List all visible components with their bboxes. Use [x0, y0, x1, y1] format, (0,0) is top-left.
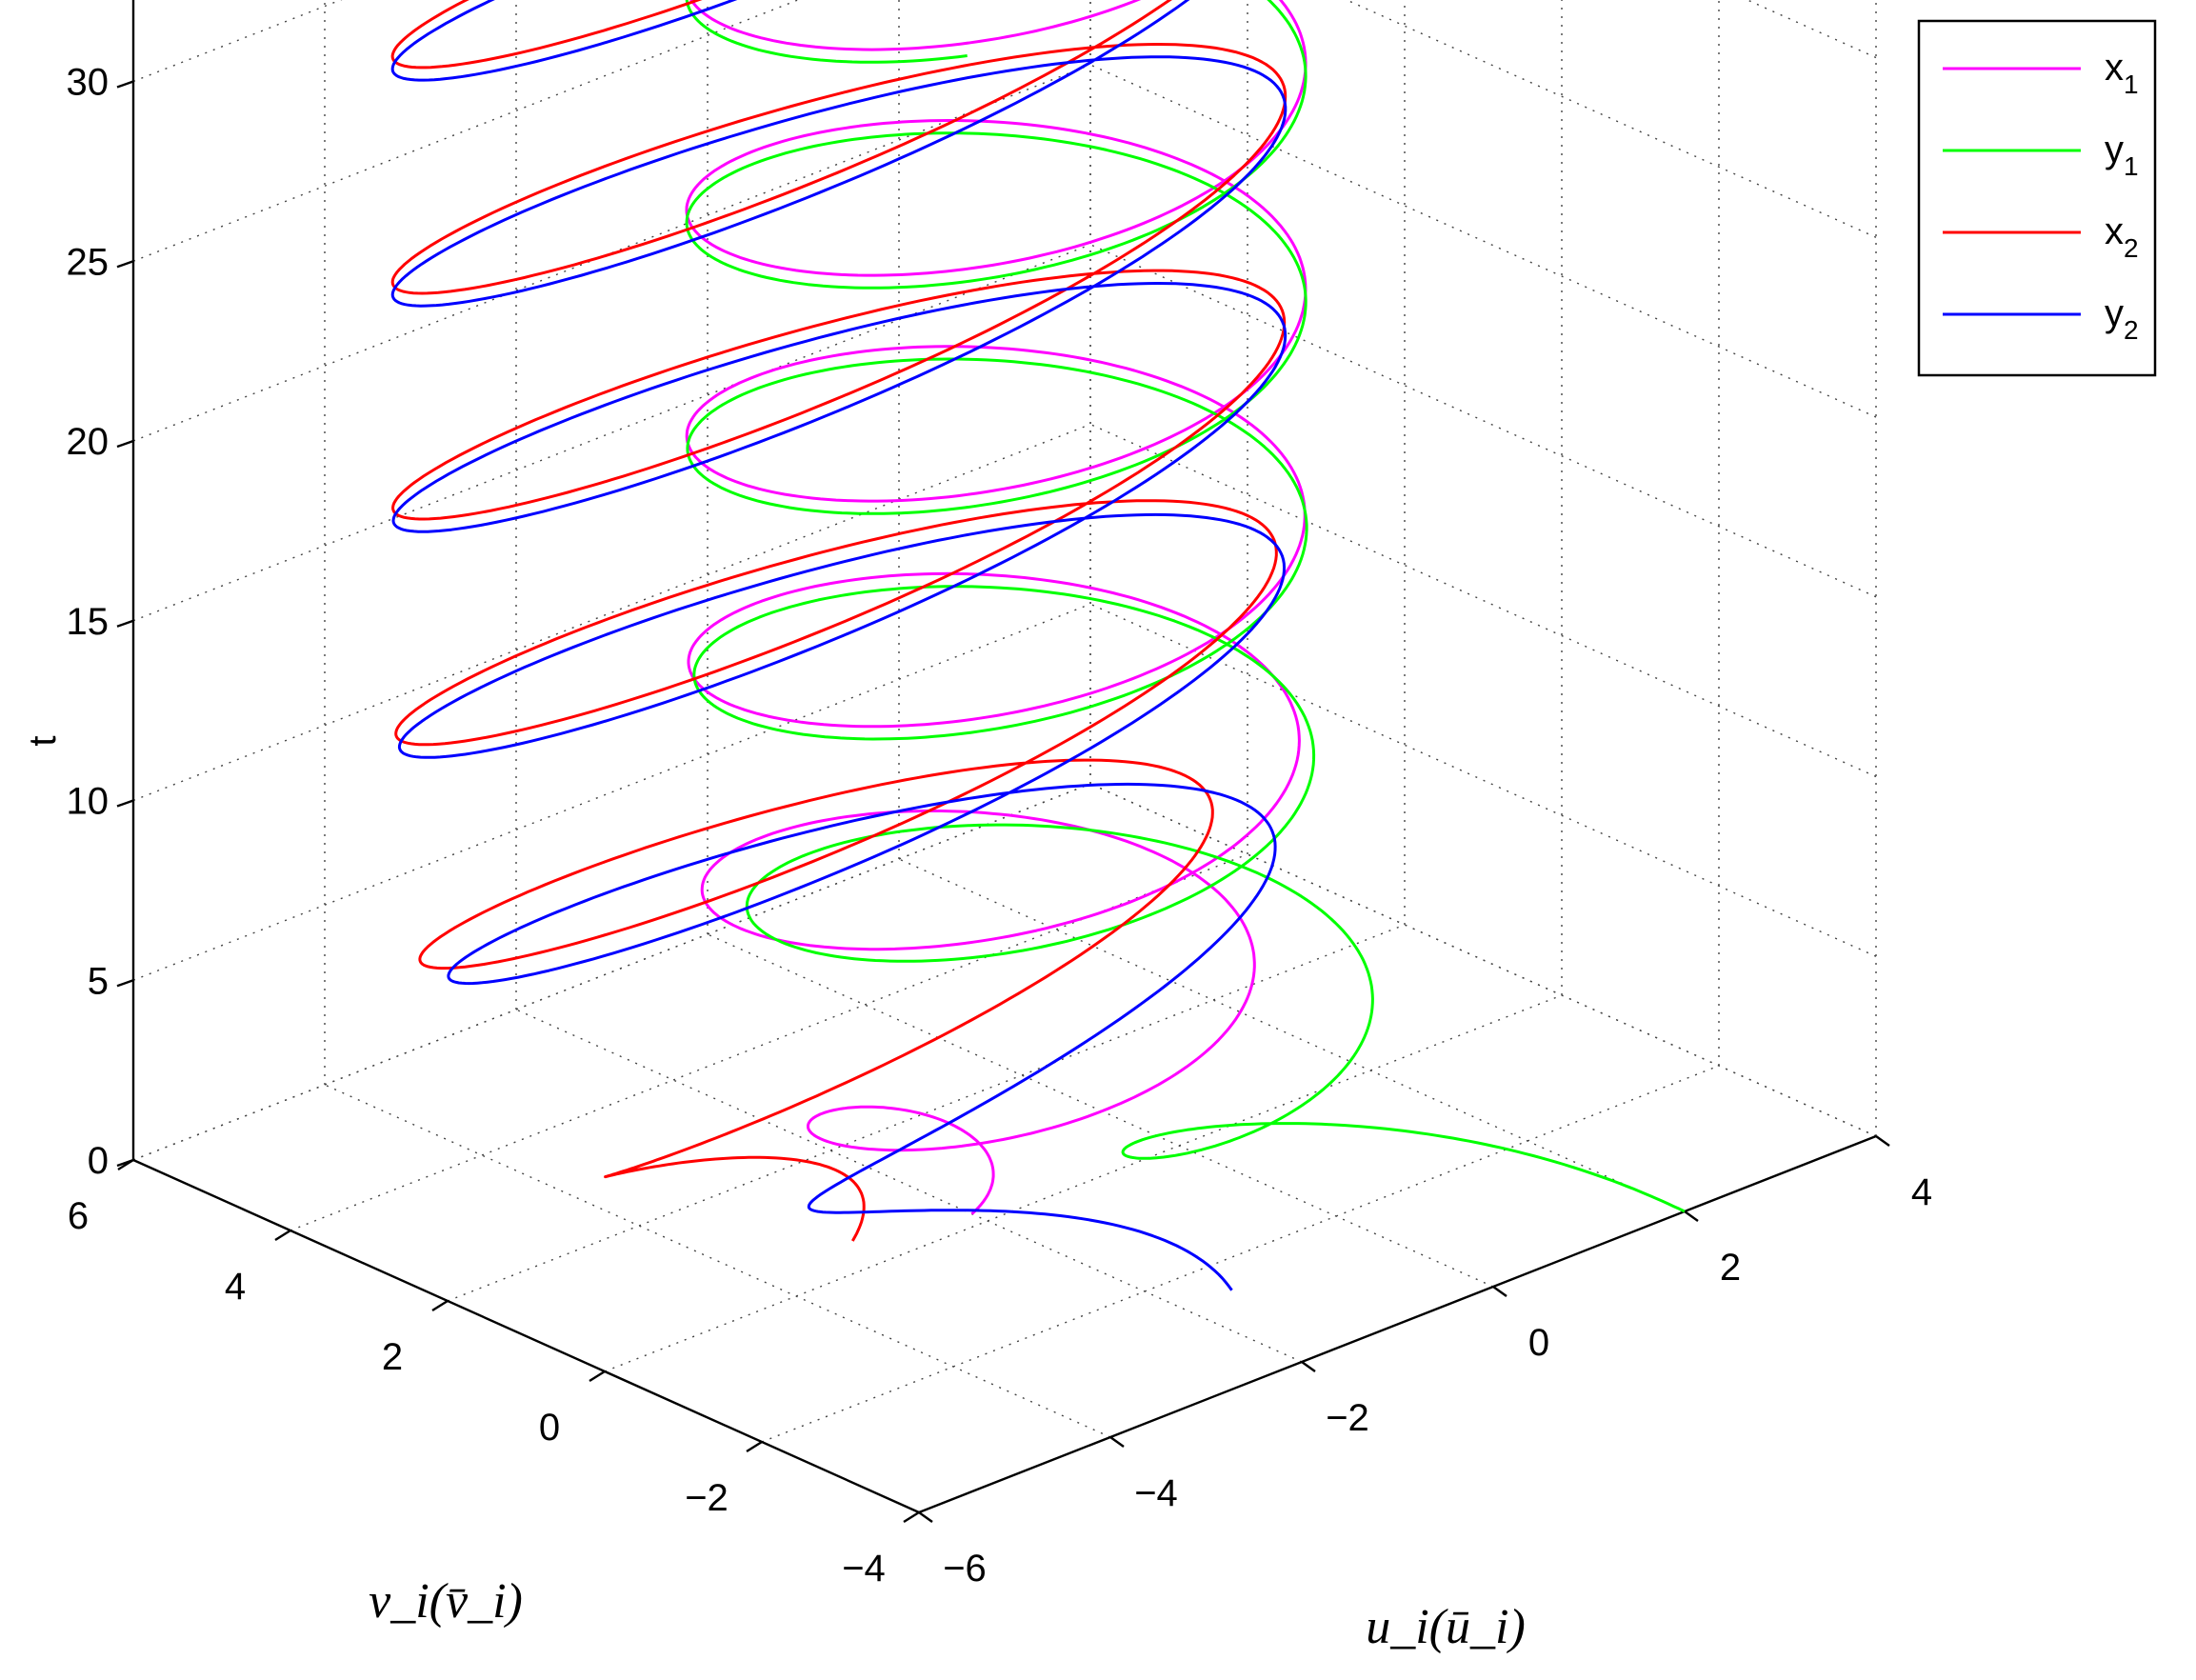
grid-line: [1089, 244, 1877, 598]
z-tick-label: 30: [67, 62, 110, 104]
z-tick: [116, 799, 134, 808]
z-tick: [116, 439, 134, 449]
z-tick: [116, 260, 134, 269]
legend-label: x1: [2105, 47, 2139, 99]
y-tick: [274, 1229, 291, 1242]
z-tick: [116, 979, 134, 988]
legend-box: [1917, 19, 2157, 377]
grid-line: [1089, 423, 1877, 778]
x-tick-label: −4: [1134, 1472, 1178, 1514]
legend: x1 y1 x2 y2: [1917, 19, 2157, 377]
legend-label: x2: [2105, 210, 2139, 263]
plot-area: [390, 0, 1686, 1291]
grid-line: [132, 603, 1091, 981]
x-tick-label: 4: [1911, 1171, 1932, 1213]
x-tick: [1684, 1210, 1699, 1222]
x-axis-label: u_i(ū_i): [1366, 1600, 1526, 1654]
legend-label: y2: [2105, 292, 2139, 345]
y-tick-label: 2: [382, 1336, 403, 1378]
y-tick: [746, 1440, 763, 1453]
grid-line: [1746, 0, 1877, 59]
grid-line: [515, 1009, 1303, 1363]
grid-line: [1345, 0, 1877, 238]
grid-line: [1089, 783, 1877, 1137]
series-line-1: [685, 0, 1308, 1215]
grid-line: [132, 783, 1091, 1161]
grid-line: [132, 244, 1091, 622]
grid-line: [898, 858, 1686, 1212]
grid-line: [447, 924, 1406, 1302]
z-tick-label: 10: [67, 781, 110, 823]
x-tick-label: 2: [1720, 1247, 1741, 1289]
z-tick: [116, 80, 134, 89]
x-tick-label: −2: [1326, 1397, 1369, 1439]
z-tick-label: 25: [67, 241, 110, 283]
z-tick-label: 20: [67, 421, 110, 463]
y-tick-label: 0: [539, 1407, 560, 1449]
y-tick-label: −2: [685, 1477, 729, 1519]
x-tick: [918, 1511, 933, 1523]
y-tick-label: −4: [842, 1548, 886, 1590]
x-tick: [1492, 1286, 1507, 1297]
axes: [116, 0, 1890, 1524]
x-tick-label: 0: [1528, 1322, 1549, 1364]
x-tick: [1875, 1135, 1890, 1147]
y-tick: [903, 1510, 920, 1524]
y-tick: [117, 1158, 134, 1171]
x-axis-line: [918, 1134, 1877, 1514]
z-tick-label: 0: [88, 1140, 109, 1182]
y-tick-label: 4: [225, 1266, 246, 1308]
z-tick: [116, 619, 134, 628]
series-line-2: [685, 0, 1686, 1213]
z-axis-label: t: [22, 735, 64, 746]
y-axis-line: [132, 1158, 920, 1514]
grid-line: [1089, 64, 1877, 418]
x-tick: [1109, 1436, 1125, 1448]
z-tick-label: 15: [67, 601, 110, 643]
legend-label: y1: [2105, 129, 2139, 181]
grid-line: [132, 783, 1091, 1161]
grid: [132, 0, 1877, 1513]
series-line-3: [390, 0, 1288, 1242]
y-tick-label: 6: [68, 1195, 89, 1237]
series-line-4: [390, 0, 1288, 1291]
y-tick: [431, 1299, 449, 1312]
z-tick-label: 5: [88, 960, 109, 1002]
x-tick-label: −6: [943, 1548, 987, 1590]
y-axis-label: v_i(v̄_i): [369, 1574, 523, 1629]
x-tick: [1301, 1361, 1316, 1372]
y-tick: [589, 1370, 606, 1383]
